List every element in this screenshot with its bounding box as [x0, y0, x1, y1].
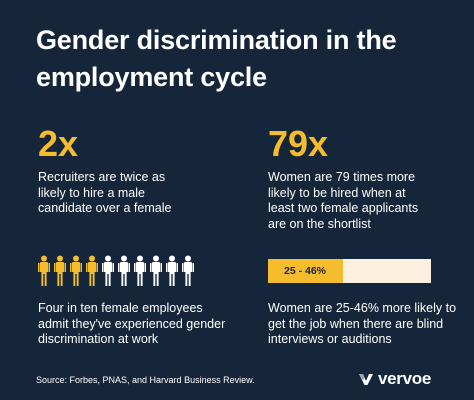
person-icon [38, 255, 50, 286]
person-icon [54, 255, 66, 286]
people-icons [38, 255, 194, 286]
blind-description: Women are 25-46% more likely to get the … [268, 301, 468, 348]
person-icon [70, 255, 82, 286]
person-icon [118, 255, 130, 286]
stat-2x-line: Recruiters are twice as [38, 170, 166, 184]
stat-79x-line: Women are 79 times more [268, 170, 416, 184]
people-description: Four in ten female employees admit they'… [38, 301, 253, 348]
stat-2x-description: Recruiters are twice as likely to hire a… [38, 170, 238, 217]
title-line-1: Gender discrimination in the [36, 25, 397, 55]
stat-2x-line: candidate over a female [38, 201, 172, 215]
source-note: Source: Forbes, PNAS, and Harvard Busine… [36, 375, 255, 385]
person-icon [150, 255, 162, 286]
percent-bar: 25 - 46% [268, 259, 431, 283]
person-icon [182, 255, 194, 286]
stat-79x-line: likely to be hired when at [268, 185, 406, 200]
people-pictogram [38, 255, 198, 287]
percent-bar-fill [268, 259, 343, 283]
blind-line: Women are 25-46% more likely to [268, 301, 457, 315]
blind-line: get the job when there are blind [268, 316, 444, 331]
stat-79x-description: Women are 79 times more likely to be hir… [268, 170, 468, 232]
stat-79x-line: are on the shortlist [268, 216, 371, 231]
blind-line: interviews or auditions [268, 332, 392, 346]
stat-2x-value: 2x [38, 123, 79, 164]
person-icon [86, 255, 98, 286]
logo-text: vervoe [378, 369, 432, 388]
people-line: discrimination at work [38, 332, 159, 346]
vervoe-v-logo-icon [359, 374, 373, 385]
people-line: admit they've experienced gender [38, 316, 226, 331]
person-icon [166, 255, 178, 286]
stat-79x-value: 79x [268, 123, 329, 164]
person-icon [102, 255, 114, 286]
people-line: Four in ten female employees [38, 301, 203, 315]
person-icon [134, 255, 146, 286]
stat-79x-line: least two female applicants [268, 201, 419, 215]
page-title: Gender discrimination in the employment … [36, 22, 446, 96]
vervoe-logo: vervoe [358, 369, 432, 388]
percent-bar-label: 25 - 46% [283, 265, 327, 277]
stat-2x-line: likely to hire a male [38, 185, 145, 200]
title-line-2: employment cycle [36, 62, 267, 92]
